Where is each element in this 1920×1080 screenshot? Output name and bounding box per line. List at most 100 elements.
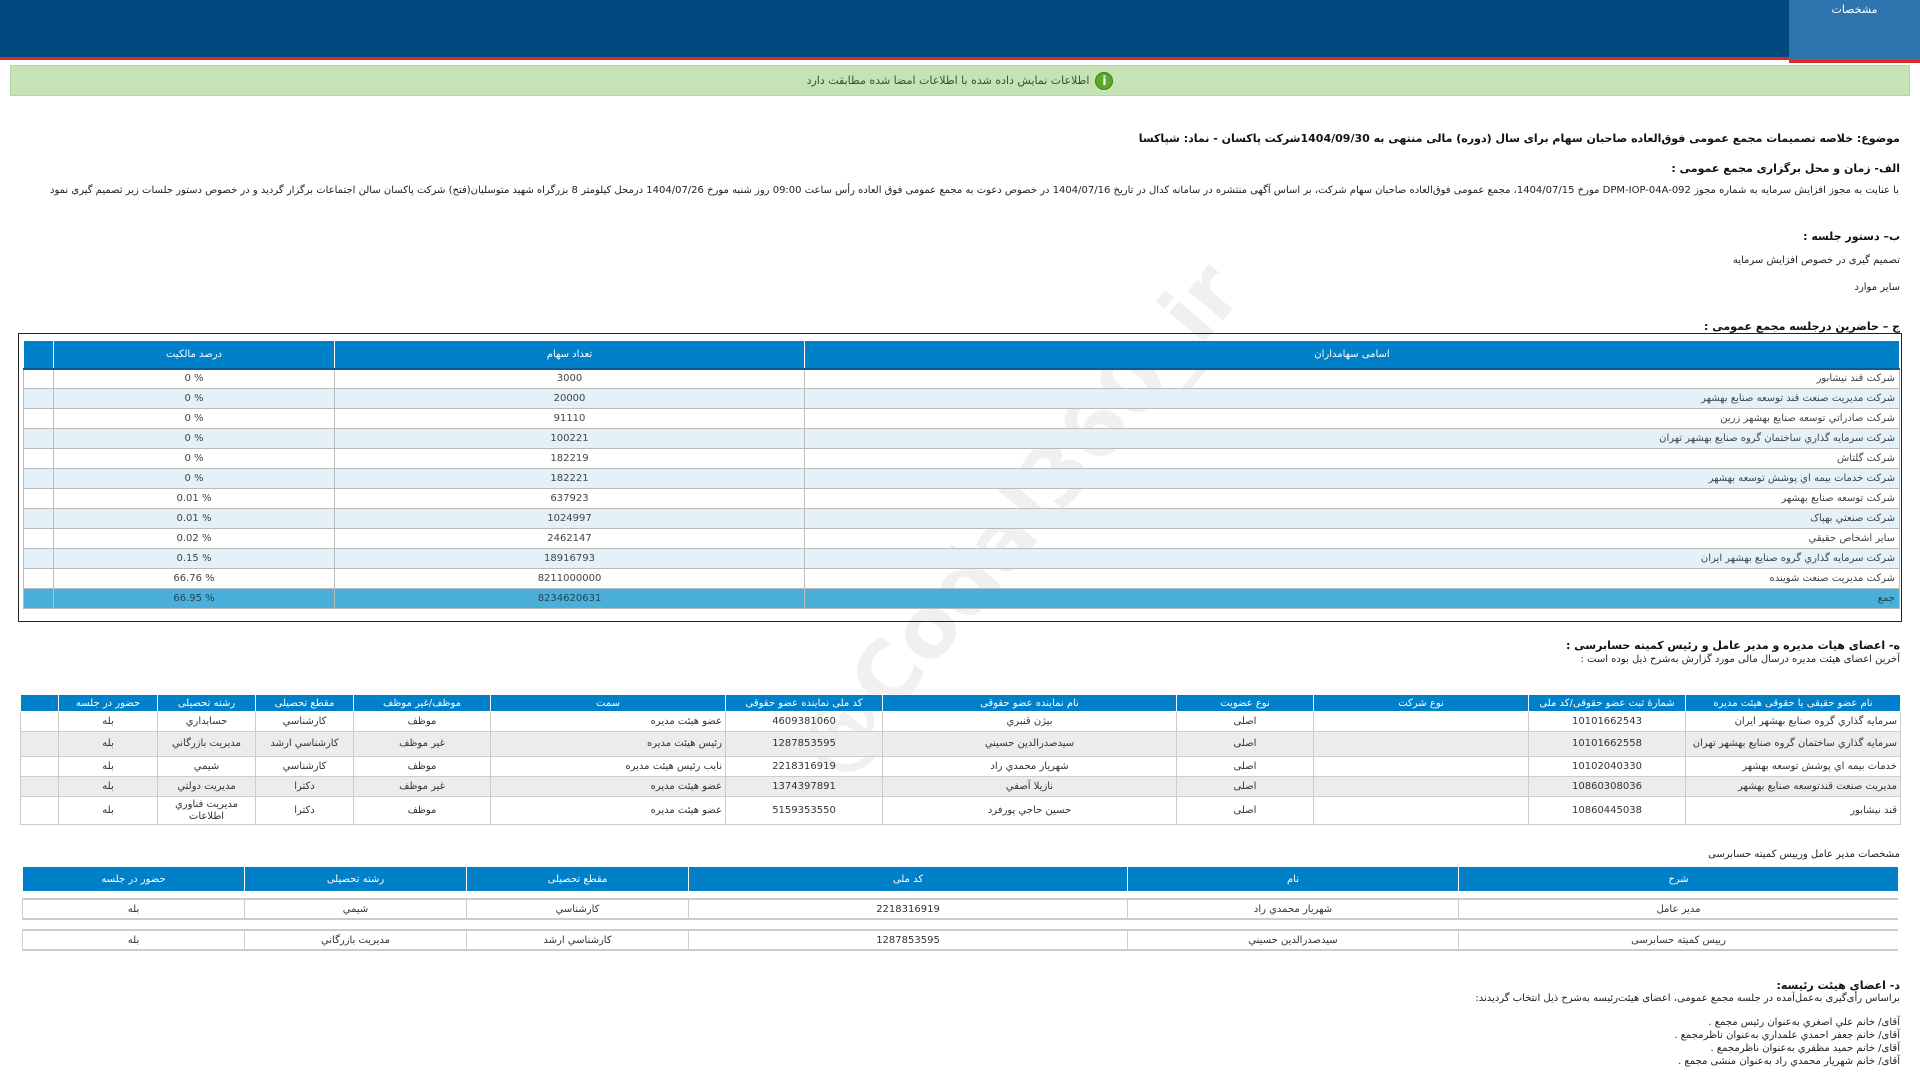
total-shares: 8234620631	[334, 588, 805, 609]
share-count: 8211000000	[334, 568, 805, 589]
board-cell: كارشناسي ارشد	[255, 731, 354, 757]
board-cell: دكترا	[255, 796, 354, 825]
board-col-header-blank	[20, 694, 59, 712]
board-cell	[1313, 776, 1529, 797]
board-cell: موظف	[353, 796, 491, 825]
share-count: 20000	[334, 388, 805, 409]
section-a-text: با عنایت به مجوز افزایش سرمایه به شماره …	[50, 185, 1899, 196]
tab-details[interactable]: مشخصات	[1789, 0, 1920, 63]
blank-cell	[23, 508, 54, 529]
shareholder-row: شرکت مديريت صنعت شوينده 8211000000% 66.76	[23, 568, 1900, 589]
agenda-item: تصمیم گیری در خصوص افزایش سرمایه	[1732, 255, 1900, 266]
board-col-header: مقطع تحصیلی	[255, 694, 354, 712]
board-cell: بله	[58, 796, 158, 825]
ceo-cell: شيمي	[244, 900, 466, 918]
section-a-title: الف- زمان و محل برگزاری مجمع عمومی :	[1671, 162, 1900, 175]
total-row: جمع 8234620631% 66.95	[23, 588, 1900, 609]
board-cell: موظف	[353, 711, 491, 732]
board-cell: نایب رئیس هیئت مدیره	[490, 756, 726, 777]
ceo-col-header: رشته تحصیلی	[244, 866, 467, 892]
board-cell: مديريت بازرگاني	[157, 731, 256, 757]
shareholder-name: شرکت صنعتي بهپاک	[804, 508, 1900, 529]
shareholder-name: شرکت مدیریت صنعت قند توسعه صنایع بهشهر	[804, 388, 1900, 409]
section-b-title: ب– دستور جلسه :	[1803, 230, 1900, 243]
board-col-header: نوع عضویت	[1176, 694, 1314, 712]
share-count: 182221	[334, 468, 805, 489]
share-count: 18916793	[334, 548, 805, 569]
shareholder-row: شرکت توسعه صنایع بهشهر 637923% 0.01	[23, 488, 1900, 509]
board-member-row: سرمايه گذاري ساختمان گروه صنايع بهشهر ته…	[20, 731, 1901, 757]
share-count: 100221	[334, 428, 805, 449]
share-count: 1024997	[334, 508, 805, 529]
shareholder-row: شرکت مدیریت صنعت قند توسعه صنایع بهشهر 20…	[23, 388, 1900, 409]
blank-cell	[23, 468, 54, 489]
board-cell: 1287853595	[725, 731, 883, 757]
attendees-table: اسامی سهامداران تعداد سهام درصد مالکیت ش…	[23, 340, 1900, 609]
board-cell: 5159353550	[725, 796, 883, 825]
col-header-ownership: درصد مالکیت	[53, 340, 335, 370]
verification-notice: i اطلاعات نمایش داده شده با اطلاعات امضا…	[10, 65, 1910, 96]
blank-cell	[20, 711, 59, 732]
ownership-percent: % 0	[53, 468, 335, 489]
total-label: جمع	[804, 588, 1900, 609]
board-cell: غیر موظف	[353, 731, 491, 757]
board-cell: مديريت فناوري اطلاعات	[157, 796, 256, 825]
shareholder-row: شرکت قند نیشابور 3000% 0	[23, 368, 1900, 389]
top-header-bar	[0, 0, 1920, 60]
shareholder-row: شرکت خدمات بيمه اي پوشش توسعه بهشهر 18222…	[23, 468, 1900, 489]
ceo-cell: 1287853595	[688, 931, 1127, 949]
blank-cell	[20, 731, 59, 757]
share-count: 182219	[334, 448, 805, 469]
shareholder-name: شرکت قند نیشابور	[804, 368, 1900, 389]
board-cell	[1313, 756, 1529, 777]
col-header-shareholder: اسامی سهامداران	[804, 340, 1900, 370]
board-cell: 10860308036	[1528, 776, 1686, 797]
page-subject: موضوع: خلاصه تصمیمات مجمع عمومی فوق‌العا…	[1138, 132, 1900, 145]
blank-cell	[23, 568, 54, 589]
board-cell: خدمات بيمه اي پوشش توسعه بهشهر	[1685, 756, 1901, 777]
blank-cell	[23, 528, 54, 549]
attendees-table-wrapper: اسامی سهامداران تعداد سهام درصد مالکیت ش…	[18, 333, 1902, 622]
board-cell: شهريار محمدي راد	[882, 756, 1177, 777]
board-cell	[1313, 731, 1529, 757]
shareholder-row: ساير اشخاص حقيقي 2462147% 0.02	[23, 528, 1900, 549]
ownership-percent: % 0.01	[53, 488, 335, 509]
board-cell: كارشناسي	[255, 711, 354, 732]
blank-cell	[23, 548, 54, 569]
board-col-header: نام عضو حقیقی یا حقوقی هیئت مدیره	[1685, 694, 1901, 712]
ownership-percent: % 0	[53, 428, 335, 449]
board-cell: بله	[58, 711, 158, 732]
share-count: 91110	[334, 408, 805, 429]
presiding-member: آقای/ خانم علي اصغري به‌عنوان رئیس مجمع …	[1708, 1017, 1900, 1028]
shareholder-name: شرکت مديريت صنعت شوينده	[804, 568, 1900, 589]
blank-cell	[23, 488, 54, 509]
section-d-title: د- اعضای هیئت رئیسه:	[1776, 979, 1900, 992]
shareholder-name: شرکت صادراتي توسعه صنايع بهشهر زرين	[804, 408, 1900, 429]
board-cell: سيدصدرالدين حسيني	[882, 731, 1177, 757]
presiding-member: آقای/ خانم شهريار محمدي راد به‌عنوان منش…	[1678, 1056, 1900, 1067]
board-col-header: حضور در جلسه	[58, 694, 158, 712]
board-cell: اصلی	[1176, 776, 1314, 797]
shareholder-name: شرکت توسعه صنایع بهشهر	[804, 488, 1900, 509]
shareholder-name: شرکت سرمايه گذاري ساختمان گروه صنايع بهش…	[804, 428, 1900, 449]
board-cell: 4609381060	[725, 711, 883, 732]
board-cell	[1313, 796, 1529, 825]
shareholder-row: شرکت صنعتي بهپاک 1024997% 0.01	[23, 508, 1900, 529]
col-header-shares: تعداد سهام	[334, 340, 805, 370]
section-d-text: براساس رأی‌گیری به‌عمل‌آمده در جلسه مجمع…	[1475, 993, 1900, 1004]
ownership-percent: % 0	[53, 388, 335, 409]
ceo-row: رییس کمیته حسابرسی سيدصدرالدين حسيني 12878…	[22, 929, 1898, 951]
shareholder-name: شرکت سرمايه گذاري گروه صنايع بهشهر ايران	[804, 548, 1900, 569]
board-cell	[1313, 711, 1529, 732]
ceo-table-header: شرح نام کد ملی مقطع تحصیلی رشته تحصیلی حضور د…	[22, 866, 1899, 892]
board-cell: قند نيشابور	[1685, 796, 1901, 825]
board-cell: نازيلا آصفي	[882, 776, 1177, 797]
ownership-percent: % 0.01	[53, 508, 335, 529]
board-cell: عضو هیئت مدیره	[490, 796, 726, 825]
ceo-cell: رییس کمیته حسابرسی	[1458, 931, 1898, 949]
board-cell: رئیس هیئت مدیره	[490, 731, 726, 757]
blank-cell	[23, 368, 54, 389]
ceo-cell: كارشناسي	[466, 900, 688, 918]
board-cell: بله	[58, 776, 158, 797]
ceo-row: مدیر عامل شهريار محمدي راد 2218316919 كارشن…	[22, 898, 1898, 920]
